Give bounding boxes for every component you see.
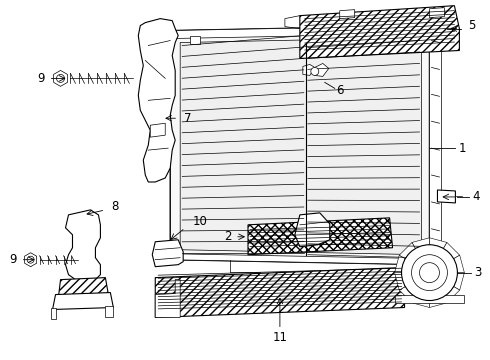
Text: 7: 7 — [184, 112, 192, 125]
Text: 11: 11 — [272, 331, 288, 344]
Polygon shape — [52, 293, 113, 310]
Circle shape — [311, 67, 319, 75]
Polygon shape — [66, 210, 100, 282]
Polygon shape — [315, 63, 329, 76]
Polygon shape — [152, 240, 183, 267]
Polygon shape — [438, 190, 455, 203]
Polygon shape — [394, 273, 405, 290]
Polygon shape — [399, 242, 416, 259]
Text: 9: 9 — [37, 72, 44, 85]
Polygon shape — [429, 8, 444, 18]
Text: 5: 5 — [467, 19, 475, 32]
Polygon shape — [105, 306, 113, 318]
Polygon shape — [412, 238, 429, 248]
Polygon shape — [50, 307, 55, 319]
Polygon shape — [443, 242, 460, 259]
Text: 4: 4 — [472, 190, 480, 203]
Polygon shape — [150, 123, 165, 137]
Polygon shape — [295, 213, 330, 247]
Text: 9: 9 — [9, 253, 16, 266]
Polygon shape — [303, 64, 315, 75]
Polygon shape — [443, 287, 460, 303]
Polygon shape — [401, 36, 412, 44]
Text: 2: 2 — [224, 230, 232, 243]
Circle shape — [401, 245, 457, 301]
Polygon shape — [190, 36, 200, 44]
Polygon shape — [394, 255, 405, 273]
Polygon shape — [429, 26, 441, 265]
Polygon shape — [53, 71, 68, 86]
Polygon shape — [180, 37, 421, 255]
Polygon shape — [170, 26, 429, 265]
Text: 1: 1 — [459, 141, 466, 155]
Polygon shape — [399, 287, 416, 303]
Polygon shape — [170, 254, 429, 265]
Polygon shape — [429, 297, 447, 307]
Text: 10: 10 — [193, 215, 208, 228]
Polygon shape — [429, 238, 447, 248]
Polygon shape — [248, 218, 392, 255]
Text: 3: 3 — [475, 266, 482, 279]
Polygon shape — [340, 10, 355, 19]
Polygon shape — [58, 278, 108, 297]
Text: 6: 6 — [336, 84, 343, 97]
Polygon shape — [300, 6, 460, 58]
Text: 8: 8 — [112, 201, 119, 213]
Polygon shape — [24, 253, 37, 267]
Polygon shape — [394, 294, 465, 302]
Polygon shape — [170, 26, 429, 39]
Polygon shape — [155, 268, 405, 318]
Polygon shape — [155, 280, 180, 318]
Polygon shape — [412, 297, 429, 307]
Polygon shape — [138, 19, 178, 182]
Polygon shape — [454, 255, 465, 273]
Polygon shape — [454, 273, 465, 290]
